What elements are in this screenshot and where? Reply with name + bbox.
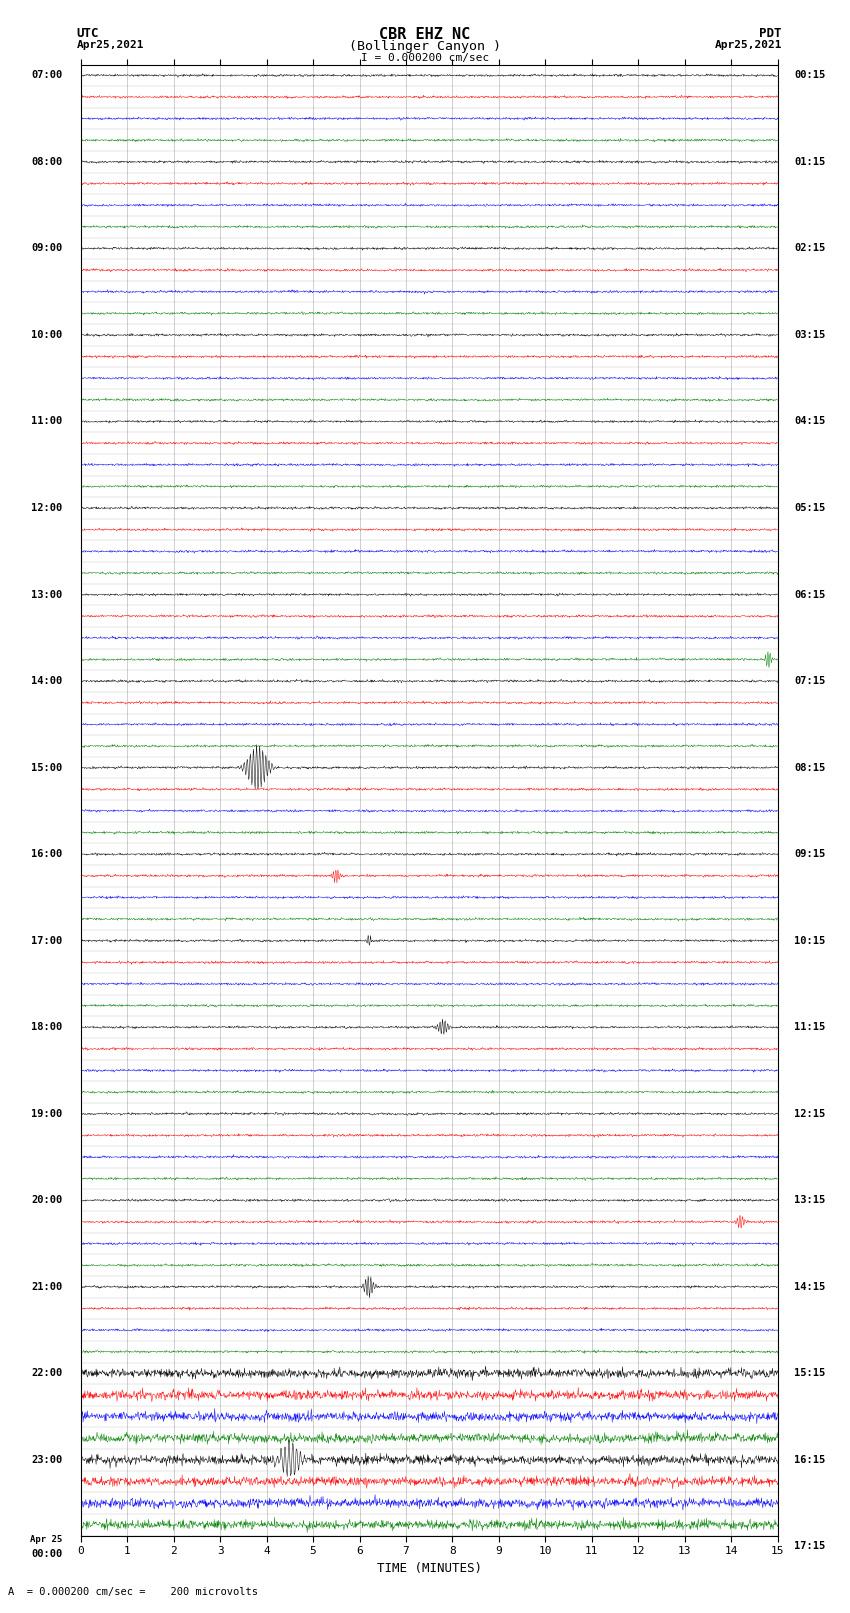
Text: 18:00: 18:00 (31, 1023, 62, 1032)
Text: 20:00: 20:00 (31, 1195, 62, 1205)
Text: UTC: UTC (76, 27, 99, 40)
Text: 16:15: 16:15 (794, 1455, 825, 1465)
Text: 11:15: 11:15 (794, 1023, 825, 1032)
Text: 00:00: 00:00 (31, 1548, 62, 1558)
Text: 09:00: 09:00 (31, 244, 62, 253)
Text: 05:15: 05:15 (794, 503, 825, 513)
Text: 10:15: 10:15 (794, 936, 825, 945)
Text: 02:15: 02:15 (794, 244, 825, 253)
Text: 17:15: 17:15 (794, 1542, 825, 1552)
Text: 12:15: 12:15 (794, 1108, 825, 1119)
Text: 01:15: 01:15 (794, 156, 825, 166)
Text: 16:00: 16:00 (31, 848, 62, 860)
Text: 21:00: 21:00 (31, 1282, 62, 1292)
Text: 23:00: 23:00 (31, 1455, 62, 1465)
Text: 11:00: 11:00 (31, 416, 62, 426)
X-axis label: TIME (MINUTES): TIME (MINUTES) (377, 1561, 482, 1574)
Text: 06:15: 06:15 (794, 589, 825, 600)
Text: Apr 25: Apr 25 (30, 1536, 62, 1544)
Text: 07:15: 07:15 (794, 676, 825, 686)
Text: A  = 0.000200 cm/sec =    200 microvolts: A = 0.000200 cm/sec = 200 microvolts (8, 1587, 258, 1597)
Text: 19:00: 19:00 (31, 1108, 62, 1119)
Text: Apr25,2021: Apr25,2021 (715, 40, 782, 50)
Text: 10:00: 10:00 (31, 331, 62, 340)
Text: 15:15: 15:15 (794, 1368, 825, 1379)
Text: 17:00: 17:00 (31, 936, 62, 945)
Text: 14:00: 14:00 (31, 676, 62, 686)
Text: CBR EHZ NC: CBR EHZ NC (379, 27, 471, 42)
Text: 15:00: 15:00 (31, 763, 62, 773)
Text: PDT: PDT (760, 27, 782, 40)
Text: 08:00: 08:00 (31, 156, 62, 166)
Text: 13:00: 13:00 (31, 589, 62, 600)
Text: 03:15: 03:15 (794, 331, 825, 340)
Text: I = 0.000200 cm/sec: I = 0.000200 cm/sec (361, 53, 489, 63)
Text: 12:00: 12:00 (31, 503, 62, 513)
Text: (Bollinger Canyon ): (Bollinger Canyon ) (349, 40, 501, 53)
Text: 07:00: 07:00 (31, 71, 62, 81)
Text: Apr25,2021: Apr25,2021 (76, 40, 144, 50)
Text: 22:00: 22:00 (31, 1368, 62, 1379)
Text: 13:15: 13:15 (794, 1195, 825, 1205)
Text: 04:15: 04:15 (794, 416, 825, 426)
Text: 08:15: 08:15 (794, 763, 825, 773)
Text: 09:15: 09:15 (794, 848, 825, 860)
Text: 00:15: 00:15 (794, 71, 825, 81)
Text: 14:15: 14:15 (794, 1282, 825, 1292)
